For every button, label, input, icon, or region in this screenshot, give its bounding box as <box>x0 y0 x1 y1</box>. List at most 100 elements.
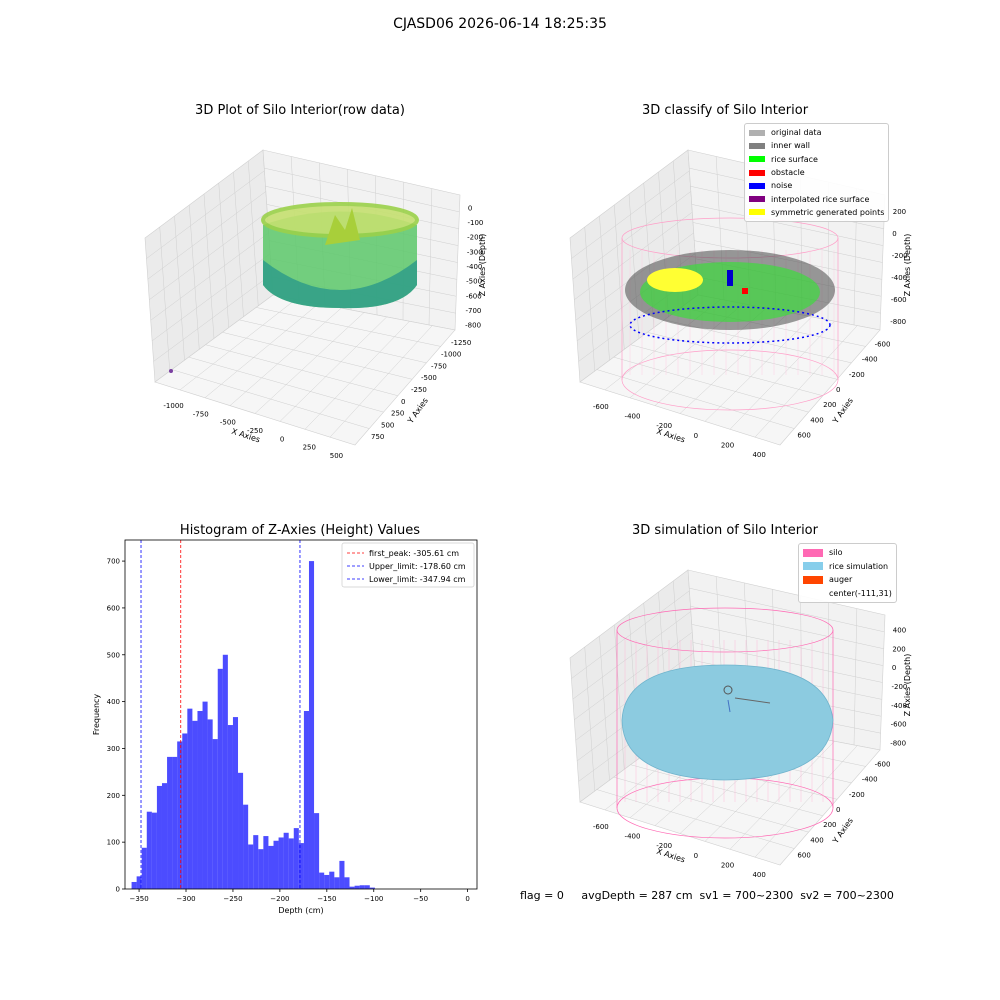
panel4-x-tick-label: -600 <box>593 823 609 831</box>
legend-entry: center(-111,31) <box>803 587 892 601</box>
panel2-gridline <box>599 215 610 361</box>
legend-swatch <box>749 196 765 203</box>
histogram-bar <box>308 561 315 889</box>
panel1-y-tick-label: 0 <box>401 398 405 406</box>
histogram-bar <box>349 886 355 889</box>
panel2-gridline <box>692 222 883 263</box>
panel1-z-tick-label: -200 <box>467 234 483 242</box>
panel1-y-tick-label: -750 <box>431 362 447 370</box>
panel2-gridline <box>704 316 812 422</box>
histogram-bar <box>364 885 370 889</box>
panel1-x-tick-label: 500 <box>330 452 343 460</box>
panel2-obstacle <box>742 288 748 294</box>
legend-label: original data <box>771 128 822 138</box>
histogram-bar <box>177 741 183 889</box>
panel1-y-tick-label: -500 <box>421 374 437 382</box>
panel1-x-tick-label: 250 <box>303 444 316 452</box>
histogram-bar <box>283 832 289 889</box>
panel2-z-tick-label: -600 <box>891 296 907 304</box>
histogram-frame <box>124 539 478 890</box>
panel2-y-tick-label: -400 <box>862 356 878 364</box>
panel1-cloud-lower <box>263 260 417 309</box>
y-tick-label: 100 <box>107 839 120 847</box>
legend-label: interpolated rice surface <box>771 194 870 204</box>
panel1-z-tick-label: -800 <box>465 322 481 330</box>
panel2-gridline <box>572 191 692 280</box>
x-tick-label: −350 <box>129 895 148 903</box>
panel1-gridline <box>153 274 272 362</box>
panel4-gridline <box>584 646 595 792</box>
legend-swatch <box>803 562 823 571</box>
panel4-x-tick-label: -200 <box>656 842 672 850</box>
y-tick-label: 300 <box>107 745 120 753</box>
legend-swatch <box>749 129 765 136</box>
histogram-bar <box>207 719 213 889</box>
panel4-gridline <box>571 590 690 679</box>
histogram-chart: −350 −300 −250 −200 −150 −100 −50 0 0 100 200 300 40… <box>92 539 478 915</box>
panel1-z-tick-label: -100 <box>468 219 484 227</box>
histogram-bar <box>161 783 168 889</box>
panel1-x-tick-label: -250 <box>247 427 263 435</box>
histogram-bar <box>359 885 365 889</box>
histogram-bar <box>354 885 360 889</box>
panel2-3d-plot: -600-400-20002004006004002000-200-400-60… <box>569 149 912 459</box>
legend-entry: silo <box>803 546 892 560</box>
histogram-bars <box>131 561 375 889</box>
histogram-bar <box>151 812 157 889</box>
panel1-gridline <box>149 211 268 300</box>
panel4-z-tick-label: 0 <box>892 664 896 672</box>
panel2-x-tick-label: 200 <box>721 442 734 450</box>
panel1-gridline <box>159 226 170 372</box>
panel1-gridline <box>279 316 387 422</box>
legend-entry: interpolated rice surface <box>749 192 884 205</box>
panel2-pane-2 <box>579 294 881 446</box>
panel1-y-tick-label: 750 <box>371 433 384 441</box>
legend-entry: original data <box>749 126 884 139</box>
legend-entry: obstacle <box>749 166 884 179</box>
histogram-bar <box>329 871 335 889</box>
panel2-gridline <box>571 170 690 259</box>
legend-label: obstacle <box>771 168 805 178</box>
histogram-bar <box>217 668 223 889</box>
legend-label: Lower_limit: -347.94 cm <box>369 575 466 584</box>
panel1-z-tick-label: -300 <box>467 248 483 256</box>
panel2-gridline <box>628 193 640 339</box>
panel1-gridline <box>204 303 319 398</box>
histogram-bar <box>298 843 304 889</box>
x-tick-label: −300 <box>176 895 195 903</box>
panel1-gridline <box>150 232 269 321</box>
panel4-y-tick-label: -600 <box>875 761 891 769</box>
legend-label: symmetric generated points <box>771 207 885 217</box>
histogram-bar <box>293 828 299 889</box>
panel2-z-tick-label: 200 <box>893 208 906 216</box>
x-tick-label: −100 <box>364 895 383 903</box>
panel4-3d-plot: -600-400-20002004006004002000-200-400-60… <box>569 569 912 879</box>
panel1-gridline <box>174 215 185 361</box>
histogram-legend: first_peak: -305.61 cm Upper_limit: -178.… <box>341 542 475 588</box>
panel2-legend: original data inner wall rice surface obsta… <box>744 123 890 223</box>
panel1-z-tick-label: -700 <box>466 307 482 315</box>
histogram-bar <box>303 710 309 889</box>
panel1-gridline <box>147 191 267 280</box>
legend-swatch <box>803 548 823 557</box>
status-footer: flag = 0 avgDepth = 287 cm sv1 = 700~230… <box>520 889 894 902</box>
y-tick-label: 600 <box>107 604 120 612</box>
panel2-symmetric-points <box>647 268 703 292</box>
panel1-cloud-peak <box>325 208 360 245</box>
panel2-z-axis-label: Z Axies (Depth) <box>903 234 912 297</box>
histogram-bar <box>339 860 345 889</box>
y-tick-label: 0 <box>116 886 120 894</box>
panel4-gridline <box>691 624 884 666</box>
panel2-x-tick-label: 400 <box>752 451 765 459</box>
legend-entry: rice simulation <box>803 560 892 574</box>
panel1-gridline <box>203 193 215 339</box>
panel2-classified-cloud <box>621 217 839 411</box>
panel2-y-tick-label: -200 <box>849 371 865 379</box>
histogram-bar <box>334 877 340 889</box>
histogram-bar <box>253 835 259 889</box>
legend-swatch <box>749 182 765 189</box>
histogram-bar <box>232 717 239 889</box>
histogram-bar <box>314 813 320 889</box>
panel4-y-tick-label: 0 <box>836 806 840 814</box>
histogram-bar <box>131 881 137 889</box>
